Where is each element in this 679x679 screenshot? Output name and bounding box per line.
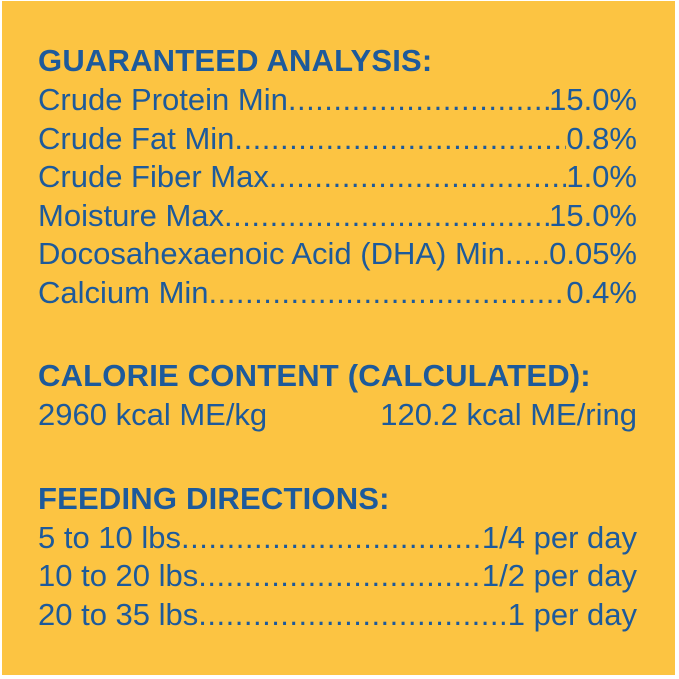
- dot-leader: ........................................…: [224, 197, 549, 233]
- feeding-row: 20 to 35 lbs ...........................…: [38, 596, 637, 635]
- analysis-row: Crude Fat Min ..........................…: [38, 120, 637, 159]
- dot-leader: ........................................…: [268, 159, 567, 194]
- nutrient-label: Docosahexaenoic Acid (DHA) Min: [38, 236, 505, 271]
- nutrient-value: 0.4%: [566, 274, 637, 310]
- nutrient-label: Crude Fat Min: [38, 120, 235, 156]
- nutrient-value: 0.8%: [566, 120, 637, 156]
- analysis-row: Calcium Min ............................…: [38, 274, 637, 313]
- nutrient-label: Calcium Min: [38, 274, 209, 310]
- feeding-row: 10 to 20 lbs ...........................…: [38, 557, 637, 596]
- dot-leader: ........................................…: [198, 596, 508, 632]
- dot-leader: ........................................…: [208, 274, 567, 310]
- dot-leader: ........................................…: [198, 558, 482, 593]
- serving-value: 1/4 per day: [481, 519, 637, 555]
- feeding-row: 5 to 10 lbs ............................…: [38, 519, 637, 558]
- feeding-directions-title: FEEDING DIRECTIONS:: [38, 480, 390, 516]
- dot-leader: ........................................…: [234, 120, 566, 156]
- dot-leader: ........................................…: [504, 236, 550, 271]
- nutrient-value: 15.0%: [549, 197, 637, 233]
- nutrient-label: Moisture Max: [38, 197, 225, 233]
- calorie-per-kg: 2960 kcal ME/kg: [38, 397, 268, 432]
- nutrient-label: Crude Fiber Max: [38, 159, 269, 194]
- feeding-directions-section: FEEDING DIRECTIONS: 5 to 10 lbs ........…: [38, 479, 637, 635]
- calorie-values-row: 2960 kcal ME/kg 120.2 kcal ME/ring: [38, 396, 637, 435]
- analysis-row: Crude Protein Min ......................…: [38, 81, 637, 120]
- analysis-row: Docosahexaenoic Acid (DHA) Min .........…: [38, 235, 637, 274]
- analysis-row: Crude Fiber Max ........................…: [38, 158, 637, 197]
- analysis-row: Moisture Max ...........................…: [38, 197, 637, 236]
- calorie-content-title: CALORIE CONTENT (CALCULATED):: [38, 358, 591, 393]
- nutrient-value: 15.0%: [549, 82, 637, 117]
- calorie-per-ring: 120.2 kcal ME/ring: [380, 397, 637, 432]
- weight-range-label: 10 to 20 lbs: [38, 558, 199, 593]
- weight-range-label: 5 to 10 lbs: [38, 519, 182, 555]
- dot-leader: ........................................…: [287, 82, 549, 117]
- serving-value: 1/2 per day: [481, 558, 637, 593]
- guaranteed-analysis-section: GUARANTEED ANALYSIS: Crude Protein Min .…: [38, 41, 637, 312]
- serving-value: 1 per day: [507, 596, 637, 632]
- nutrient-value: 0.05%: [549, 236, 637, 271]
- calorie-content-section: CALORIE CONTENT (CALCULATED): 2960 kcal …: [38, 356, 637, 435]
- weight-range-label: 20 to 35 lbs: [38, 596, 199, 632]
- nutrient-value: 1.0%: [566, 159, 637, 194]
- guaranteed-analysis-title: GUARANTEED ANALYSIS:: [38, 43, 433, 78]
- dot-leader: ........................................…: [181, 519, 482, 555]
- nutrient-label: Crude Protein Min: [38, 82, 288, 117]
